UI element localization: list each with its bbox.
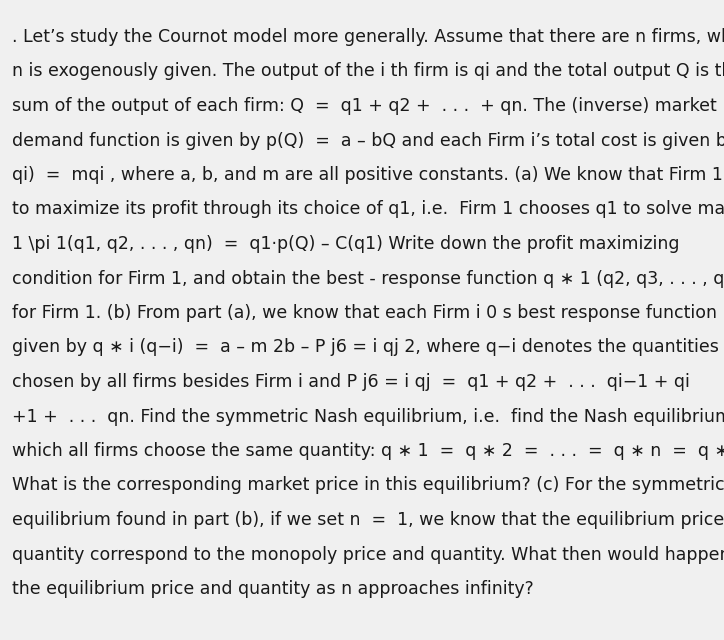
Text: to maximize its profit through its choice of q1, i.e.  Firm 1 chooses q1 to solv: to maximize its profit through its choic… [12,200,724,218]
Text: condition for Firm 1, and obtain the best - response function q ∗ 1 (q2, q3, . .: condition for Firm 1, and obtain the bes… [12,269,724,287]
Text: . Let’s study the Cournot model more generally. Assume that there are n firms, w: . Let’s study the Cournot model more gen… [12,28,724,46]
Text: quantity correspond to the monopoly price and quantity. What then would happen t: quantity correspond to the monopoly pric… [12,545,724,563]
Text: +1 +  . . .  qn. Find the symmetric Nash equilibrium, i.e.  find the Nash equili: +1 + . . . qn. Find the symmetric Nash e… [12,408,724,426]
Text: sum of the output of each firm: Q  =  q1 + q2 +  . . .  + qn. The (inverse) mark: sum of the output of each firm: Q = q1 +… [12,97,717,115]
Text: which all firms choose the same quantity: q ∗ 1  =  q ∗ 2  =  . . .  =  q ∗ n  =: which all firms choose the same quantity… [12,442,724,460]
Text: 1 \pi 1(q1, q2, . . . , qn)  =  q1·p(Q) – C(q1) Write down the profit maximizing: 1 \pi 1(q1, q2, . . . , qn) = q1·p(Q) – … [12,235,680,253]
Text: demand function is given by p(Q)  =  a – bQ and each Firm i’s total cost is give: demand function is given by p(Q) = a – b… [12,131,724,150]
Text: for Firm 1. (b) From part (a), we know that each Firm i 0 s best response functi: for Firm 1. (b) From part (a), we know t… [12,304,724,322]
Text: chosen by all firms besides Firm i and P j6 = i qj  =  q1 + q2 +  . . .  qi−1 + : chosen by all firms besides Firm i and P… [12,373,690,391]
Text: n is exogenously given. The output of the i th firm is qi and the total output Q: n is exogenously given. The output of th… [12,63,724,81]
Text: equilibrium found in part (b), if we set n  =  1, we know that the equilibrium p: equilibrium found in part (b), if we set… [12,511,724,529]
Text: the equilibrium price and quantity as n approaches infinity?: the equilibrium price and quantity as n … [12,580,534,598]
Text: qi)  =  mqi , where a, b, and m are all positive constants. (a) We know that Fir: qi) = mqi , where a, b, and m are all po… [12,166,724,184]
Text: What is the corresponding market price in this equilibrium? (c) For the symmetri: What is the corresponding market price i… [12,477,724,495]
Text: given by q ∗ i (q−i)  =  a – m 2b – P j6 = i qj 2, where q−i denotes the quantit: given by q ∗ i (q−i) = a – m 2b – P j6 =… [12,339,719,356]
